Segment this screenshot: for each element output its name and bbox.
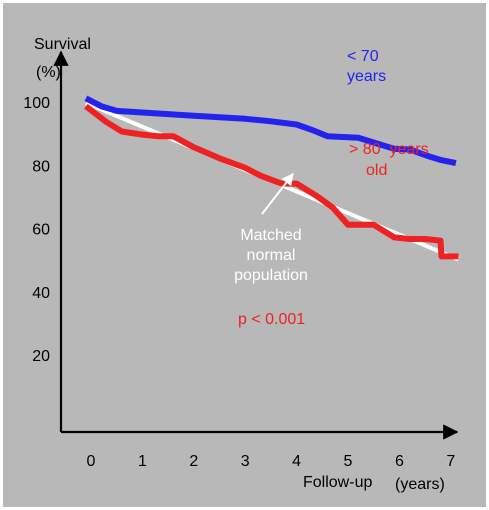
x-tick-label: 6 <box>395 453 404 470</box>
legend-over-80-line1: > 80 years <box>349 141 429 158</box>
legend-under-70-line1: < 70 <box>347 48 379 65</box>
legend-over-80-line2: old <box>366 162 387 179</box>
matched-normal-pointer-arrow <box>261 173 294 215</box>
chart-background <box>3 3 486 507</box>
y-axis-title: Survival <box>34 36 91 53</box>
x-tick-labels: 0 1 2 3 4 5 6 7 <box>87 453 456 470</box>
p-value-annotation: p < 0.001 <box>238 311 305 328</box>
x-tick-label: 3 <box>241 453 250 470</box>
x-axis-title: Follow-up <box>303 474 372 491</box>
legend-normal-line1: Matched <box>240 227 301 244</box>
legend-normal-line2: normal <box>247 247 296 264</box>
y-tick-label: 80 <box>32 158 50 175</box>
x-tick-label: 5 <box>344 453 353 470</box>
legend-normal-line3: population <box>234 267 308 284</box>
y-tick-label: 60 <box>32 222 50 239</box>
x-axis-unit: (years) <box>395 476 445 493</box>
y-tick-label: 20 <box>32 348 50 365</box>
x-tick-label: 7 <box>446 453 455 470</box>
y-axis-unit: (%) <box>36 64 61 81</box>
x-tick-label: 2 <box>189 453 198 470</box>
x-tick-label: 0 <box>87 453 96 470</box>
x-tick-label: 4 <box>292 453 301 470</box>
y-tick-labels: 100 80 60 40 20 <box>23 95 50 365</box>
y-tick-label: 40 <box>32 285 50 302</box>
x-tick-label: 1 <box>138 453 147 470</box>
series-line-under-70 <box>84 95 457 167</box>
y-tick-label: 100 <box>23 95 50 112</box>
legend-under-70-line2: years <box>347 68 386 85</box>
